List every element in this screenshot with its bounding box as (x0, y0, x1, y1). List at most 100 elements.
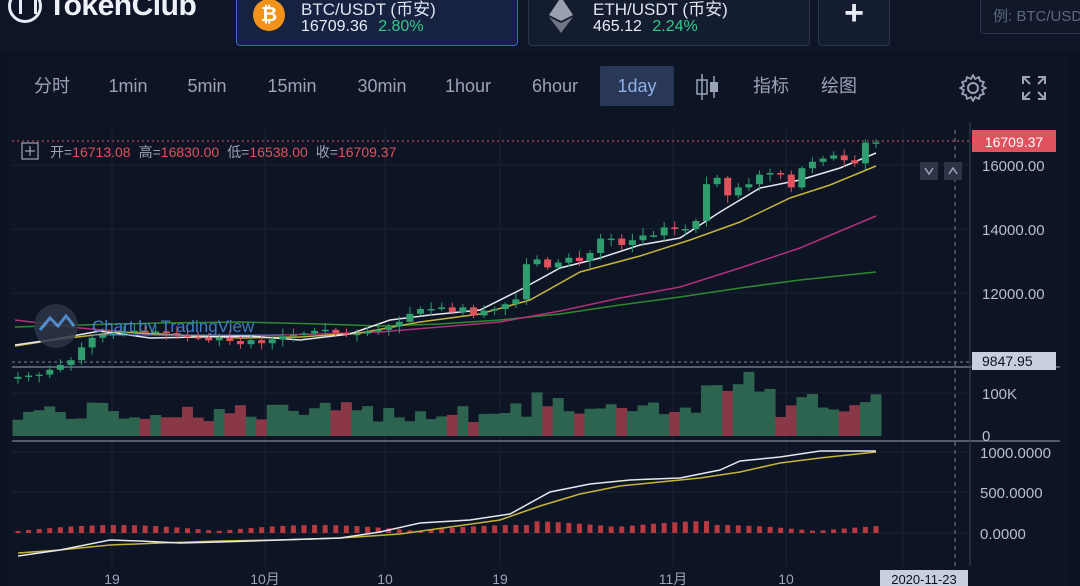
oscillator-bar (470, 526, 476, 533)
oscillator-bar (841, 528, 847, 533)
volume-bar (542, 406, 554, 436)
oscillator-bar (153, 526, 159, 533)
volume-tick: 0 (982, 428, 990, 445)
candle-body (448, 307, 456, 313)
oscillator-bar (343, 525, 349, 533)
candle-body (522, 264, 530, 300)
oscillator-bar (68, 526, 74, 533)
candle-body (872, 142, 880, 144)
oscillator-bar (301, 525, 307, 533)
oscillator-bar (756, 526, 762, 533)
candle-body (226, 337, 234, 341)
add-pair-button[interactable]: + (818, 0, 890, 46)
oscillator-bar (333, 525, 339, 533)
volume-bar (859, 402, 871, 436)
candle-body (438, 307, 446, 309)
time-tick: 10月 (250, 571, 280, 586)
candle-body (268, 339, 276, 344)
candlestick-type-icon[interactable] (694, 72, 720, 102)
osc-tick: 0.0000 (980, 526, 1026, 543)
settings-gear-icon[interactable] (958, 73, 988, 103)
interval-tab-1min[interactable]: 1min (108, 76, 148, 96)
pair-change: 2.80% (378, 18, 424, 35)
fullscreen-icon[interactable] (1020, 74, 1048, 102)
volume-bar (584, 408, 596, 436)
draw-button[interactable]: 绘图 (821, 76, 857, 96)
volume-bar (732, 384, 744, 436)
volume-bar (457, 406, 469, 436)
oscillator-bar (365, 526, 371, 533)
interval-tab-1day[interactable]: 1day (600, 66, 674, 106)
interval-tab-6hour[interactable]: 6hour (531, 76, 579, 96)
candle-body (618, 238, 626, 245)
candle-body (321, 329, 329, 332)
search-box[interactable] (980, 0, 1080, 34)
candle-body (597, 238, 605, 253)
oscillator-bar (619, 526, 625, 533)
pair-card-eth[interactable]: ETH/USDT (币安) 465.12 2.24% (528, 0, 810, 46)
candle-body (745, 184, 753, 188)
pair-price: 465.12 (593, 18, 642, 35)
volume-bar (139, 418, 151, 436)
interval-tab-timeshare[interactable]: 分时 (34, 76, 70, 96)
volume-bar (150, 414, 162, 436)
oscillator-bar (407, 530, 413, 533)
candle-body (78, 347, 86, 361)
volume-bar (806, 393, 818, 436)
volume-bar (753, 391, 765, 436)
candle-body (628, 240, 636, 245)
candle-body (279, 336, 287, 340)
candle-body (533, 259, 541, 265)
oscillator-bar (714, 525, 720, 533)
candle-body (459, 307, 467, 313)
interval-tab-5min[interactable]: 5min (187, 76, 227, 96)
candle-body (46, 369, 54, 375)
interval-tab-30min[interactable]: 30min (357, 76, 407, 96)
indicator-button[interactable]: 指标 (753, 76, 789, 96)
candle-body (575, 257, 583, 261)
oscillator-bar (163, 526, 169, 533)
scroll-left-button[interactable] (920, 162, 938, 180)
candle-body (480, 310, 488, 316)
volume-bar (12, 419, 24, 436)
oscillator-bar (449, 527, 455, 533)
candle-body (734, 187, 742, 196)
oscillator-bar (227, 529, 233, 533)
candle-body (205, 337, 213, 341)
volume-bar (54, 412, 66, 436)
price-tick: 16000.00 (982, 158, 1045, 175)
oscillator-bar (439, 528, 445, 533)
volume-bar (309, 408, 321, 436)
oscillator-bar (852, 527, 858, 533)
interval-tab-1hour[interactable]: 1hour (444, 76, 492, 96)
candle-body (300, 333, 308, 335)
volume-bar (436, 416, 448, 436)
interval-tab-15min[interactable]: 15min (267, 76, 317, 96)
oscillator-bar (184, 528, 190, 533)
candle-body (512, 299, 520, 305)
candle-body (258, 340, 266, 344)
oscillator-bar (608, 526, 614, 533)
oscillator-bar (280, 525, 286, 533)
search-input[interactable] (981, 0, 1080, 33)
volume-bar (393, 417, 405, 436)
logo-text: TokenClub (48, 0, 197, 22)
legend-collapse-icon[interactable] (21, 142, 39, 160)
candle-body (565, 257, 573, 263)
volume-bar (711, 385, 723, 436)
logo[interactable]: TokenClub (8, 0, 197, 26)
oscillator-bar (661, 522, 667, 533)
oscillator-bar (290, 525, 296, 533)
oscillator-bar (629, 525, 635, 533)
oscillator-bar (195, 529, 201, 533)
tradingview-watermark[interactable]: Chart by TradingView (34, 304, 282, 348)
candle-body (501, 304, 509, 309)
pair-card-btc[interactable]: ₿ BTC/USDT (币安) 16709.36 2.80% (236, 0, 518, 46)
candle-body (851, 160, 859, 164)
pair-name: BTC/USDT (币安) (301, 0, 436, 19)
chart-grid (12, 130, 970, 566)
oscillator-bar (57, 527, 63, 533)
scroll-right-button[interactable] (944, 162, 962, 180)
volume-bar (383, 408, 395, 436)
